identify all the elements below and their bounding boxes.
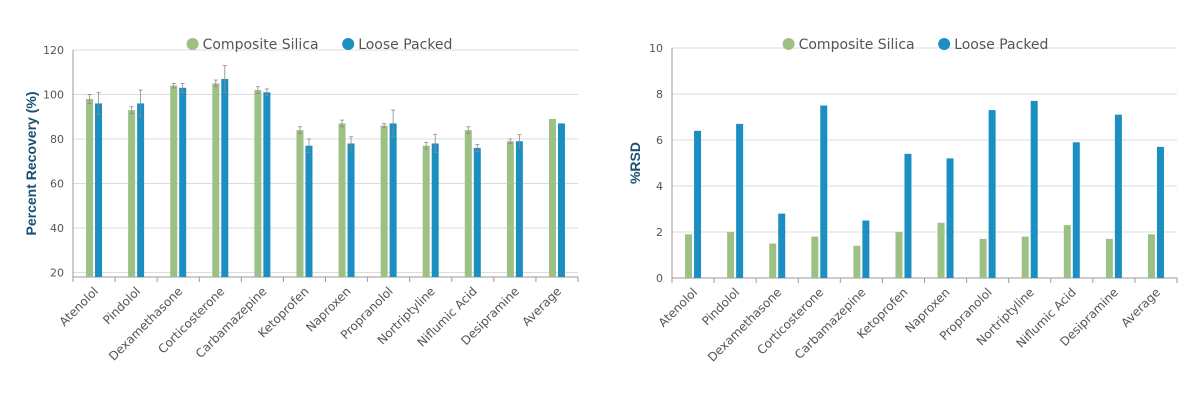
chart2-bar-loose (1072, 142, 1080, 278)
chart1-x-tick-label: Pindolol (100, 284, 143, 327)
chart2-y-tick-label: 10 (649, 42, 663, 55)
chart1-bar-loose (305, 145, 313, 277)
chart1-bar-loose (347, 143, 355, 277)
chart2-bar-composite (979, 238, 987, 278)
chart2-bar-composite (685, 234, 693, 278)
chart1-bar-composite (212, 83, 220, 277)
chart2-bar-loose (862, 220, 870, 278)
chart2-bar-composite (1105, 238, 1113, 278)
chart1-bar-composite (128, 110, 136, 278)
chart1-bar-composite (170, 85, 178, 277)
chart2-legend-label-composite: Composite Silica (799, 37, 915, 53)
chart2-x-tick-label: Pindolol (699, 285, 742, 328)
chart2-bar-composite (853, 245, 861, 278)
chart1-bar-loose (515, 141, 523, 277)
chart1-bar-composite (86, 98, 94, 277)
chart2-bar-composite (727, 232, 735, 278)
chart2-bar-loose (820, 105, 828, 278)
chart2-y-tick-label: 6 (656, 134, 663, 147)
chart2-bar-loose (988, 110, 996, 278)
chart1-bar-composite (464, 130, 472, 277)
chart2-bar-loose (1114, 114, 1122, 278)
chart1-bar-composite (338, 123, 346, 277)
chart1-bar-loose (263, 92, 271, 277)
chart2-bar-composite (811, 236, 819, 278)
chart2-x-tick-label: Average (1118, 285, 1163, 330)
chart2-bar-composite (1063, 225, 1071, 278)
chart1-bar-composite (380, 125, 388, 278)
chart1-x-tick-label: Dexamethasone (106, 284, 185, 363)
chart2-bar-loose (736, 123, 744, 279)
chart2-bar-loose (694, 130, 702, 278)
chart1-y-tick-label: 60 (50, 178, 64, 191)
chart1-x-tick-label: Carbamazepine (193, 284, 270, 361)
chart1-bar-composite (254, 90, 262, 277)
chart2-x-tick-label: Carbamazepine (792, 285, 869, 362)
chart2-y-tick-label: 2 (656, 226, 663, 239)
chart2-y-tick-label: 8 (656, 88, 663, 101)
chart2-bar-loose (1156, 146, 1164, 278)
chart1-legend-label-composite: Composite Silica (203, 37, 319, 53)
chart2-y-tick-label: 0 (656, 272, 663, 285)
chart2-bar-composite (769, 243, 777, 278)
chart2-legend-swatch-composite (782, 38, 795, 50)
chart2-y-tick-label: 4 (656, 180, 663, 193)
chart1-bar-loose (431, 143, 439, 277)
chart2-bar-composite (937, 222, 945, 278)
chart2-y-axis-label: %RSD (627, 142, 643, 184)
chart2-legend-label-loose: Loose Packed (954, 37, 1048, 53)
chart2-bar-composite (1147, 234, 1155, 278)
chart1-bar-composite (296, 130, 304, 277)
chart1-y-tick-label: 80 (50, 133, 64, 146)
chart2-bar-composite (1021, 236, 1029, 278)
chart1-y-axis-label: Percent Recovery (%) (23, 92, 39, 236)
chart1-bar-loose (389, 123, 397, 277)
chart1-bar-loose (221, 78, 229, 278)
chart1-bar-loose (179, 87, 187, 277)
chart2-bar-loose (946, 158, 954, 278)
chart1-legend-swatch-loose (342, 38, 355, 50)
chart1-bar-composite (422, 145, 430, 277)
chart2-bar-loose (778, 213, 786, 278)
chart1-bar-composite (548, 118, 556, 277)
chart2-bar-loose (904, 153, 912, 278)
chart2-x-tick-label: Dexamethasone (705, 285, 784, 364)
chart1-bar-loose (137, 103, 145, 277)
chart1-bar-loose (557, 123, 565, 277)
chart1-legend-swatch-composite (186, 38, 199, 50)
chart2-bar-composite (895, 232, 903, 278)
chart2-legend-swatch-loose (938, 38, 951, 50)
chart1-x-tick-label: Atenolol (57, 284, 102, 329)
chart1-y-tick-label: 100 (43, 89, 64, 102)
chart1-bar-loose (95, 103, 103, 277)
chart1-y-tick-label: 20 (50, 267, 64, 280)
chart1-y-tick-label: 120 (43, 44, 64, 57)
chart1-x-tick-label: Average (519, 284, 564, 329)
chart1-bar-loose (473, 147, 481, 277)
chart1-y-tick-label: 40 (50, 222, 64, 235)
chart2-bar-loose (1030, 100, 1038, 279)
chart1-bar-composite (506, 141, 514, 277)
chart2-x-tick-label: Atenolol (656, 285, 701, 330)
chart1-legend-label-loose: Loose Packed (358, 37, 452, 53)
